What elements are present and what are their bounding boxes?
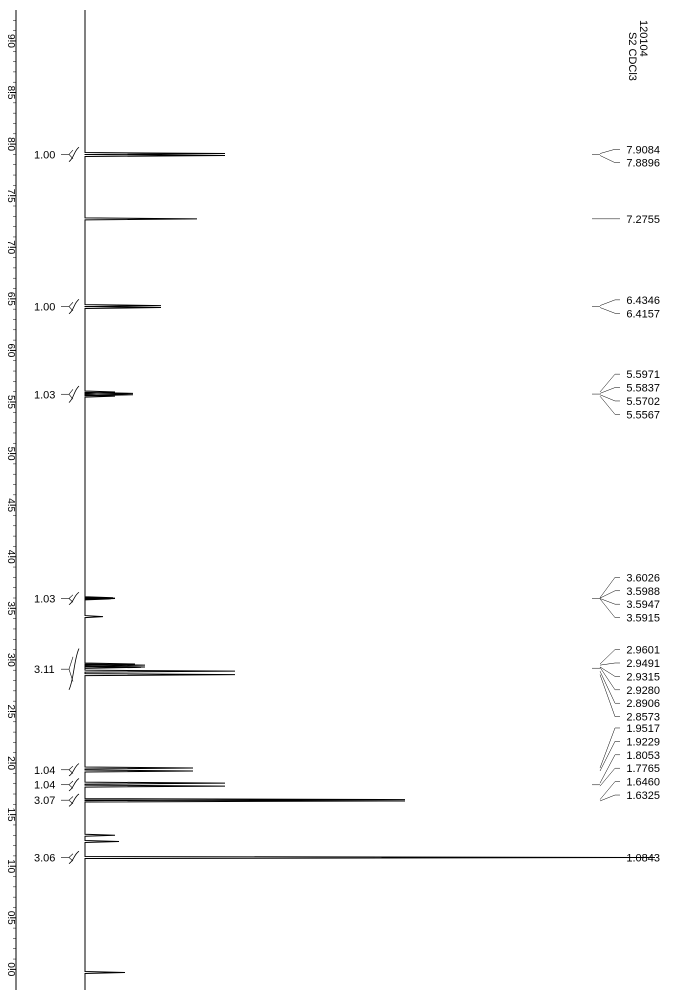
peak-label: 1.9229 xyxy=(626,736,660,748)
peak-label: 5.5837 xyxy=(626,383,660,395)
peak-label: 7.8896 xyxy=(626,158,660,170)
peak-label: 1.6325 xyxy=(626,790,660,802)
integral-label: 1.00 xyxy=(34,302,55,314)
svg-text:2.5: 2.5 xyxy=(5,705,16,719)
peak-label: 3.6026 xyxy=(626,572,660,584)
peak-label: 2.9601 xyxy=(626,645,660,657)
peak-label: 2.9491 xyxy=(626,658,660,670)
svg-text:3.0: 3.0 xyxy=(5,653,16,667)
peak-label: 1.0843 xyxy=(626,853,660,865)
svg-text:7.5: 7.5 xyxy=(5,189,16,203)
svg-text:4.0: 4.0 xyxy=(5,550,16,564)
svg-text:0.5: 0.5 xyxy=(5,911,16,925)
svg-text:7.0: 7.0 xyxy=(5,240,16,254)
svg-text:6.0: 6.0 xyxy=(5,343,16,357)
sample-label: S2 CDCl3 xyxy=(626,32,638,81)
peak-label: 7.2755 xyxy=(626,214,660,226)
integral-label: 3.07 xyxy=(34,795,55,807)
integral-label: 1.03 xyxy=(34,594,55,606)
svg-text:5.5: 5.5 xyxy=(5,395,16,409)
integral-label: 1.03 xyxy=(34,389,55,401)
peak-label: 6.4346 xyxy=(626,295,660,307)
peak-label: 5.5567 xyxy=(626,409,660,421)
svg-text:1.5: 1.5 xyxy=(5,808,16,822)
peak-label: 7.9084 xyxy=(626,144,660,156)
peak-label: 3.5915 xyxy=(626,613,660,625)
integral-label: 1.04 xyxy=(34,765,55,777)
svg-text:8.5: 8.5 xyxy=(5,86,16,100)
svg-text:6.5: 6.5 xyxy=(5,292,16,306)
integral-label: 3.06 xyxy=(34,852,55,864)
peak-label: 3.5988 xyxy=(626,586,660,598)
peak-label: 1.6460 xyxy=(626,777,660,789)
spectrum-trace xyxy=(85,10,655,990)
peak-label: 5.5702 xyxy=(626,396,660,408)
peak-label: 5.5971 xyxy=(626,369,660,381)
svg-text:2.0: 2.0 xyxy=(5,756,16,770)
peak-label: 2.9315 xyxy=(626,671,660,683)
peak-label: 2.9280 xyxy=(626,685,660,697)
nmr-spectrum: 0.0 0.5 1.0 1.5 2.0 2.5 3.0 3.5 4.0 4.5 5.0 5.5 6.0 6… xyxy=(0,0,686,1000)
integral-label: 1.04 xyxy=(34,780,55,792)
svg-text:0.0: 0.0 xyxy=(5,962,16,976)
peak-label: 3.5947 xyxy=(626,599,660,611)
peak-label: 2.8906 xyxy=(626,698,660,710)
peak-label: 2.8573 xyxy=(626,712,660,724)
svg-text:8.0: 8.0 xyxy=(5,137,16,151)
peak-label: 6.4157 xyxy=(626,308,660,320)
peak-label: 1.7765 xyxy=(626,763,660,775)
integral-label: 1.00 xyxy=(34,149,55,161)
svg-text:5.0: 5.0 xyxy=(5,447,16,461)
peak-label: 1.8053 xyxy=(626,750,660,762)
svg-text:4.5: 4.5 xyxy=(5,498,16,512)
integral-label: 3.11 xyxy=(34,664,55,676)
svg-text:9.0: 9.0 xyxy=(5,34,16,48)
peak-label: 1.9517 xyxy=(626,723,660,735)
svg-text:1.0: 1.0 xyxy=(5,859,16,873)
svg-text:3.5: 3.5 xyxy=(5,601,16,615)
